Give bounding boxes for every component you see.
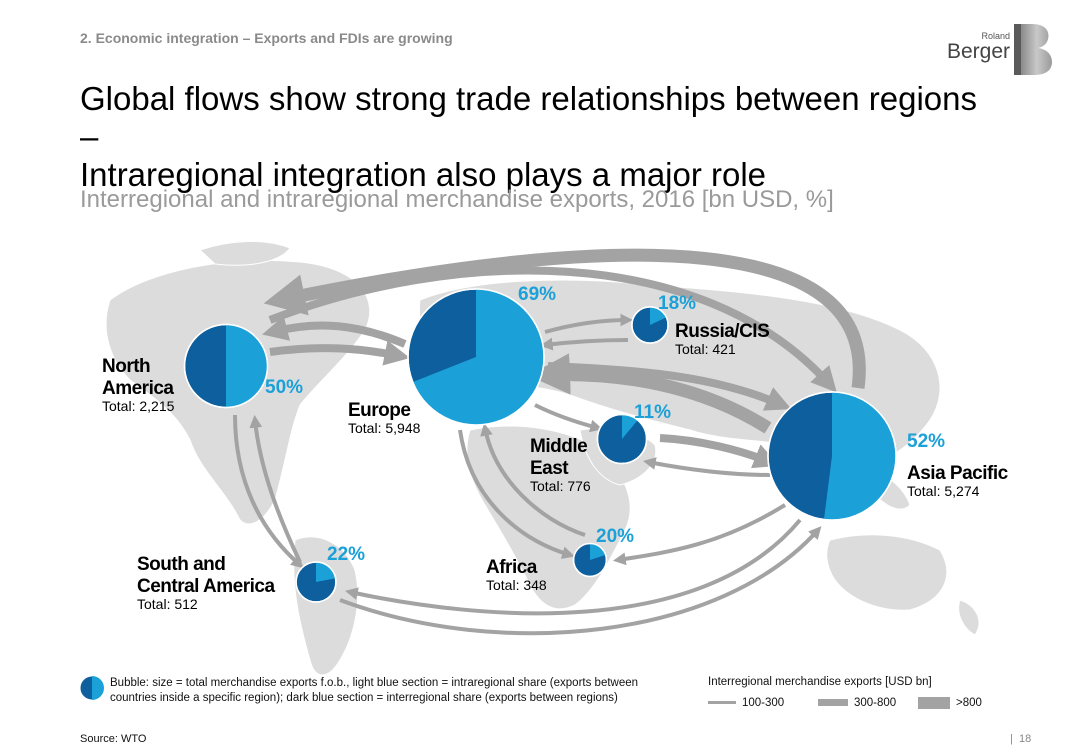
flow-arrow-europe-to-north-america <box>262 315 407 348</box>
bubble-outline-asia-pacific <box>767 391 897 521</box>
flow-legend-swatch-small <box>708 701 736 705</box>
bubble-outline-russia-cis <box>631 306 669 344</box>
page-title: Global flows show strong trade relations… <box>80 80 1000 194</box>
bubble-intraregional-middle-east <box>622 414 638 439</box>
flow-legend-swatch-medium <box>818 699 848 707</box>
flow-legend-item-small: 100-300 <box>708 697 784 709</box>
bubble-intraregional-south-and-central-america <box>316 562 336 582</box>
flow-legend-item-medium: 300-800 <box>818 697 896 709</box>
region-total-russia-cis: Total: 421 <box>675 341 736 357</box>
region-total-middle-east: Total: 776 <box>530 478 591 494</box>
flow-arrow-north-america-to-europe <box>269 340 411 366</box>
bubble-outline-north-america <box>183 323 269 409</box>
region-total-asia-pacific: Total: 5,274 <box>907 483 980 499</box>
region-name-north-america-line-1: North <box>102 356 150 377</box>
flow-legend-title: Interregional merchandise exports [USD b… <box>708 676 932 688</box>
roland-berger-logo: Roland Berger <box>945 22 1060 77</box>
flow-arrow-north-america-to-asia-pacific <box>268 266 837 393</box>
flow-arrow-north-america-to-south-and-central-america <box>233 414 304 569</box>
flow-legend-label-small: 100-300 <box>742 697 785 709</box>
title-line-2: Intraregional integration also plays a m… <box>80 156 767 193</box>
bubble-intraregional-north-america <box>226 324 268 408</box>
logo-small-text: Roland <box>981 31 1010 41</box>
region-name-middle-east-line-1: Middle <box>530 436 587 457</box>
flow-arrow-asia-pacific-to-north-america <box>263 248 866 389</box>
flow-arrow-africa-to-europe <box>480 422 586 537</box>
bubble-europe <box>407 288 545 426</box>
logo-big-text: Berger <box>946 40 1010 63</box>
bubble-russia-cis <box>631 306 669 344</box>
bubble-south-and-central-america <box>295 561 337 603</box>
region-name-south-and-central-america-line-2: Central America <box>137 576 275 597</box>
pct-label-europe: 69% <box>518 284 556 305</box>
region-total-north-america: Total: 2,215 <box>102 398 175 414</box>
region-name-north-america-line-2: America <box>102 378 174 399</box>
page-number: | 18 <box>1010 733 1032 745</box>
source-note: Source: WTO <box>80 733 147 745</box>
flow-arrow-asia-pacific-to-south-and-central-america <box>344 518 802 616</box>
flow-arrow-south-and-central-america-to-asia-pacific <box>339 526 822 636</box>
flow-legend-item-large: >800 <box>918 697 982 709</box>
pct-label-middle-east: 11% <box>634 402 671 423</box>
legend-bubble-light <box>92 676 104 700</box>
bubble-middle-east <box>596 413 648 465</box>
bubble-outline-middle-east <box>596 413 648 465</box>
bubble-africa <box>572 542 608 578</box>
bubble-intraregional-europe <box>412 288 544 425</box>
region-name-russia-cis-line-1: Russia/CIS <box>675 321 769 342</box>
region-name-asia-pacific-line-1: Asia Pacific <box>907 463 1009 484</box>
flow-legend-label-medium: 300-800 <box>854 697 897 709</box>
bubble-asia-pacific <box>767 391 897 521</box>
bubble-intraregional-africa <box>590 543 606 560</box>
bubble-legend-note: Bubble: size = total merchandise exports… <box>110 677 639 704</box>
region-name-south-and-central-america-line-1: South and <box>137 554 225 575</box>
pct-label-russia-cis: 18% <box>658 293 696 314</box>
flow-legend-label-large: >800 <box>956 697 982 710</box>
region-name-middle-east-line-2: East <box>530 458 569 479</box>
region-name-africa-line-1: Africa <box>486 557 538 578</box>
flow-arrow-south-and-central-america-to-north-america <box>249 414 302 563</box>
flow-arrow-europe-to-middle-east <box>534 403 603 433</box>
bubble-outline-europe <box>407 288 545 426</box>
region-name-europe-line-1: Europe <box>348 400 410 421</box>
page-number-value: 18 <box>1018 733 1032 745</box>
flow-arrow-asia-pacific-to-africa <box>612 503 787 566</box>
flow-arrow-middle-east-to-asia-pacific <box>659 434 780 469</box>
region-total-africa: Total: 348 <box>486 577 547 593</box>
flow-legend-swatch-large <box>918 697 950 709</box>
bubble-intraregional-russia-cis <box>650 306 667 325</box>
flow-arrow-russia-cis-to-europe <box>539 337 629 351</box>
bubble-outline-south-and-central-america <box>295 561 337 603</box>
pct-label-north-america: 50% <box>265 377 303 398</box>
flow-arrow-asia-pacific-to-europe <box>528 353 772 434</box>
title-line-1: Global flows show strong trade relations… <box>80 80 977 155</box>
bubble-intraregional-asia-pacific <box>823 391 897 521</box>
flow-arrow-europe-to-asia-pacific <box>547 362 792 411</box>
chart-subtitle: Interregional and intraregional merchand… <box>80 186 834 213</box>
flow-arrows <box>233 248 866 636</box>
region-total-europe: Total: 5,948 <box>348 420 421 436</box>
bubble-north-america <box>183 323 269 409</box>
bubble-outline-africa <box>572 542 608 578</box>
legend-bubble-icon <box>79 675 105 701</box>
region-bubbles <box>183 288 897 603</box>
flow-arrow-asia-pacific-to-middle-east <box>642 457 771 477</box>
region-total-south-and-central-america: Total: 512 <box>137 596 198 612</box>
pct-label-south-and-central-america: 22% <box>327 544 365 565</box>
pct-label-africa: 20% <box>596 526 634 547</box>
logo-b-mark <box>1014 24 1052 75</box>
section-heading: 2. Economic integration – Exports and FD… <box>80 30 453 46</box>
flow-arrow-europe-to-russia-cis <box>544 313 634 334</box>
pct-label-asia-pacific: 52% <box>907 431 945 452</box>
flow-arrow-europe-to-africa <box>458 429 575 559</box>
